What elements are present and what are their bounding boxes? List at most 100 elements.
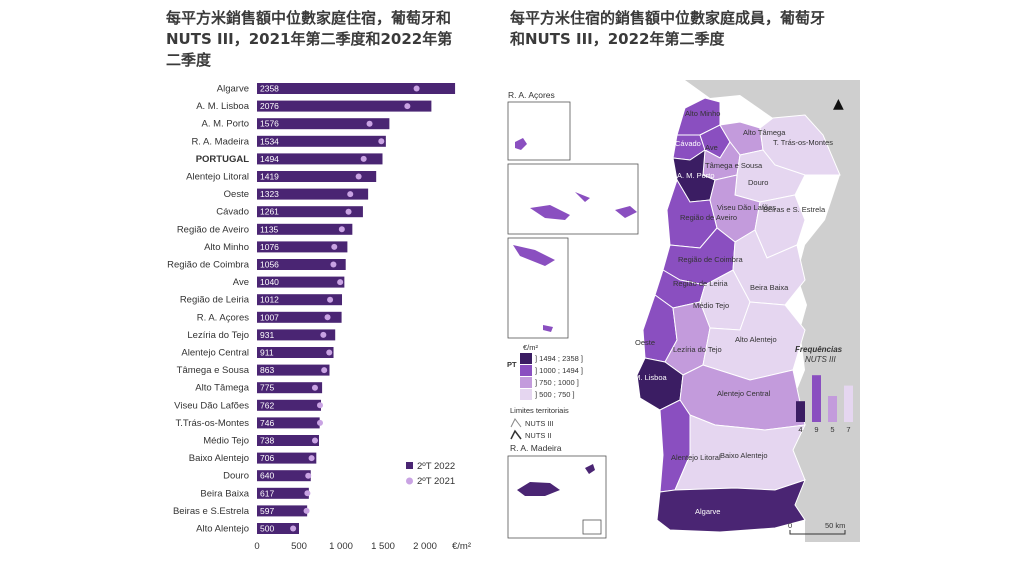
bar-value-label: 597	[260, 506, 274, 516]
dot-2021	[305, 472, 312, 479]
limits-nuts3: NUTS III	[525, 419, 554, 428]
bar-2022	[257, 347, 334, 358]
category-label: Beira Baixa	[200, 488, 249, 499]
bar-value-label: 1494	[260, 154, 279, 164]
dot-2021	[317, 419, 323, 426]
dot-2021	[290, 525, 297, 532]
dot-2021	[338, 226, 345, 233]
bar-value-label: 1419	[260, 172, 279, 182]
bar-value-label: 1323	[260, 189, 279, 199]
legend-class-2	[520, 365, 532, 376]
legend-class-2-label: ] 1000 ; 1494 ]	[535, 366, 583, 375]
bar-value-label: 1076	[260, 242, 279, 252]
freq-subtitle: NUTS III	[805, 355, 836, 364]
bar-value-label: 617	[260, 488, 274, 498]
map-region-label: Tâmega e Sousa	[705, 161, 763, 170]
bar-value-label: 2076	[260, 101, 279, 111]
bar-2022	[257, 83, 456, 94]
bar-2022	[257, 171, 377, 182]
bar-value-label: 746	[260, 418, 274, 428]
category-label: A. M. Porto	[201, 119, 249, 130]
bar-2022	[257, 452, 317, 464]
azores-inset-north	[507, 101, 571, 161]
dot-2021	[308, 455, 315, 462]
map-region-label: A. M. Porto	[677, 171, 715, 180]
map-region-label: Região de Leiria	[673, 279, 728, 288]
frequency-bar	[828, 396, 837, 422]
bar-value-label: 500	[260, 524, 274, 534]
category-label: R. A. Açores	[197, 312, 250, 323]
map-region-label: Cávado	[675, 139, 701, 148]
madeira-inset-label: R. A. Madeira	[510, 443, 562, 453]
dot-2021	[317, 402, 323, 409]
bar-value-label: 1135	[260, 224, 279, 234]
legend-label-2021: 2ºT 2021	[417, 476, 455, 487]
category-label: Alto Tâmega	[195, 383, 249, 394]
bar-2022	[257, 505, 308, 517]
category-label: Cávado	[216, 207, 249, 218]
dot-2021	[331, 243, 338, 250]
x-tick-label: 500	[291, 541, 307, 552]
bar-2022	[257, 135, 386, 147]
bar-2022	[257, 470, 311, 482]
bar-value-label: 762	[260, 400, 274, 410]
dot-2021	[337, 279, 344, 286]
choropleth-map: R. A. Açores R. A. Madeira	[505, 80, 860, 542]
map-region-label: Região de Aveiro	[680, 213, 737, 222]
map-region-label: Lezíria do Tejo	[673, 345, 722, 354]
bar-2022	[257, 417, 320, 429]
category-label: Baixo Alentejo	[189, 453, 249, 464]
scale-label-50km: 50 km	[825, 521, 845, 530]
dot-2021	[355, 173, 362, 180]
category-label: Região de Coimbra	[167, 260, 250, 271]
category-label: Douro	[223, 471, 249, 482]
map-region-label: Douro	[748, 178, 768, 187]
map-region-label: Beiras e S. Estrela	[763, 205, 826, 214]
bar-2022	[257, 223, 353, 235]
category-label: Alentejo Central	[181, 348, 249, 359]
legend-class-1	[520, 353, 532, 364]
dot-2021	[321, 367, 328, 374]
category-label: A. M. Lisboa	[196, 101, 250, 112]
category-label: Ave	[233, 277, 249, 288]
frequency-value: 4	[798, 425, 802, 434]
map-region-label: Algarve	[695, 507, 720, 516]
map-region-label: T. Trás-os-Montes	[773, 138, 833, 147]
azores-island	[530, 205, 570, 220]
category-label: Oeste	[224, 189, 249, 200]
legend-swatch-2022	[406, 462, 413, 469]
nuts3-line-icon	[510, 418, 522, 428]
dot-2021	[413, 85, 420, 92]
scale-bar	[789, 530, 846, 535]
dot-2021	[324, 314, 331, 321]
azores-inset-label: R. A. Açores	[508, 90, 555, 100]
bar-2022	[257, 382, 323, 394]
x-tick-label: 1 500	[371, 541, 395, 552]
bar-2022	[257, 206, 363, 218]
category-label: Região de Leiria	[180, 295, 250, 306]
frequency-bar	[812, 375, 821, 422]
dot-2021	[320, 331, 327, 338]
spain-land	[655, 80, 860, 542]
bar-2022	[257, 276, 345, 288]
bar-value-label: 2358	[260, 84, 279, 94]
frequency-value: 9	[814, 425, 818, 434]
legend-swatch-2021	[406, 477, 413, 485]
map-region-label: Ave	[705, 143, 718, 152]
category-label: Alentejo Litoral	[186, 172, 249, 183]
right-map-title: 每平方米住宿的銷售額中位數家庭成員，葡萄牙和NUTS III，2022年第二季度	[510, 9, 826, 48]
bar-chart: Algarve 2358 A. M. Lisboa 2076 A. M. Porto 15…	[167, 83, 471, 552]
category-label: Alto Alentejo	[196, 524, 249, 535]
bar-value-label: 706	[260, 453, 274, 463]
left-chart-title: 每平方米銷售額中位數家庭住宿，葡萄牙和NUTS III，2021年第二季度和20…	[166, 9, 453, 69]
bar-value-label: 1007	[260, 312, 279, 322]
bar-value-label: 911	[260, 348, 274, 358]
legend-class-4-label: ] 500 ; 750 ]	[535, 390, 575, 399]
legend-class-4	[520, 389, 532, 400]
dot-2021	[360, 155, 367, 162]
legend-unit: €/m²	[523, 343, 539, 352]
frequency-bar	[844, 385, 853, 422]
bar-2022	[257, 487, 309, 499]
dot-2021	[303, 507, 310, 514]
bar-2022	[257, 364, 330, 376]
